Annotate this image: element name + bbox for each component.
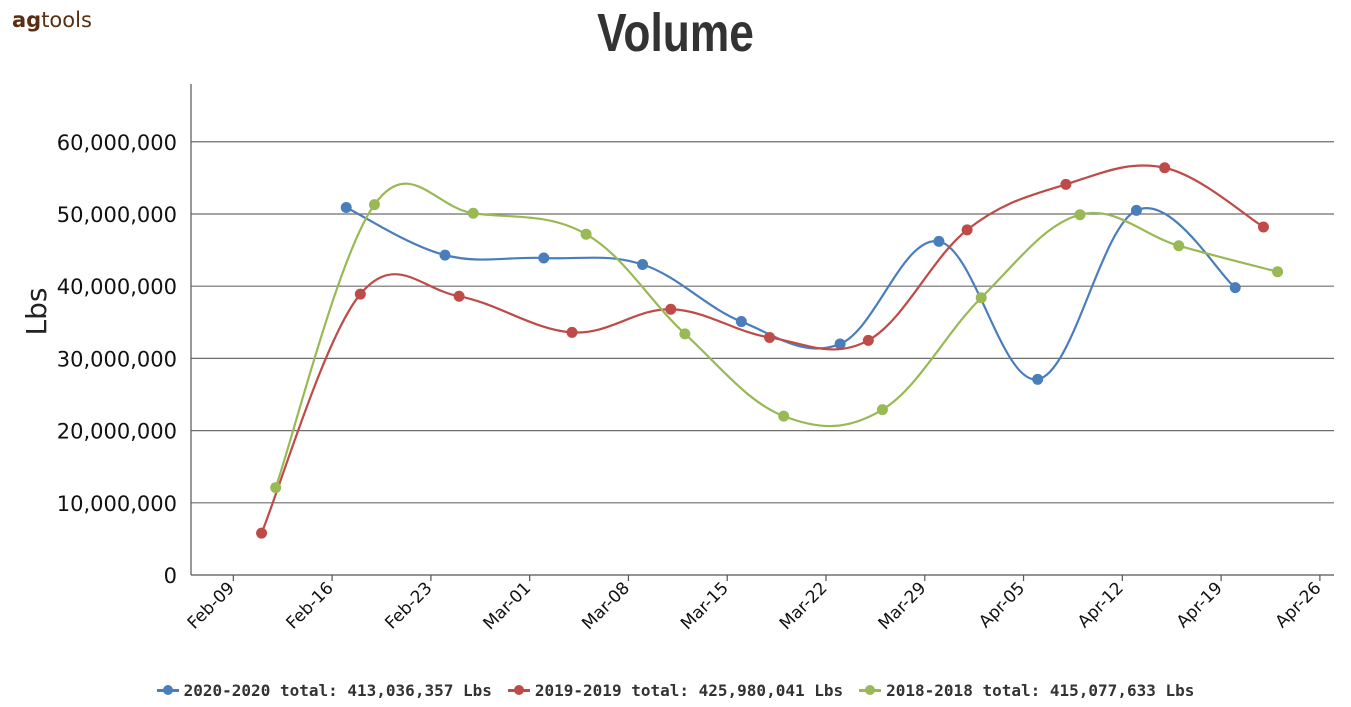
- x-tick-label: Feb-23: [381, 578, 436, 633]
- data-point: [256, 527, 268, 539]
- y-tick-label: 20,000,000: [57, 420, 177, 444]
- series-line-0: [345, 206, 1236, 381]
- legend-item[interactable]: 2018-2018 total: 415,077,633 Lbs: [859, 681, 1194, 700]
- legend-label: 2020-2020 total: 413,036,357 Lbs: [183, 680, 492, 700]
- data-point: [1074, 209, 1086, 221]
- x-tick-label: Apr-19: [1173, 578, 1227, 632]
- data-point: [1173, 240, 1185, 252]
- data-point: [439, 249, 451, 261]
- y-tick-label: 30,000,000: [57, 347, 177, 371]
- x-tick-label: Mar-01: [480, 578, 536, 634]
- data-point: [1257, 221, 1269, 233]
- legend-label: 2019-2019 total: 425,980,041 Lbs: [534, 680, 844, 700]
- data-point: [778, 410, 790, 422]
- data-point: [1272, 266, 1284, 278]
- data-point: [1130, 204, 1142, 216]
- y-tick-label: 0: [164, 564, 177, 588]
- x-tick-label: Mar-29: [875, 578, 931, 634]
- y-tick-label: 50,000,000: [57, 203, 177, 227]
- data-point: [735, 316, 747, 328]
- legend-item[interactable]: 2020-2020 total: 413,036,357 Lbs: [156, 680, 492, 700]
- x-tick-label: Apr-26: [1272, 578, 1326, 632]
- data-point: [270, 482, 282, 494]
- y-axis-title: Lbs: [20, 288, 53, 336]
- x-tick-label: Mar-08: [578, 578, 634, 634]
- x-tick-label: Mar-15: [677, 578, 733, 634]
- data-point: [340, 201, 352, 213]
- legend-label: 2018-2018 total: 415,077,633 Lbs: [886, 680, 1195, 700]
- data-point: [876, 404, 888, 416]
- data-point: [453, 290, 465, 302]
- x-tick-label: Apr-12: [1074, 578, 1128, 632]
- data-point: [933, 235, 945, 247]
- chart-title: Volume: [597, 3, 754, 63]
- logo-text-tools: tools: [41, 8, 92, 32]
- legend-swatch: [156, 685, 179, 695]
- x-tick-label: Feb-09: [184, 578, 239, 633]
- x-tick-label: Apr-05: [975, 578, 1029, 632]
- legend-swatch: [507, 685, 530, 695]
- legend-swatch: [859, 685, 882, 695]
- data-point: [764, 331, 776, 343]
- data-point: [1159, 162, 1171, 174]
- series-line-2: [274, 182, 1278, 488]
- data-point: [1032, 373, 1044, 385]
- chart-legend: 2020-2020 total: 413,036,357 Lbs 2019-201…: [0, 680, 1351, 700]
- data-point: [368, 199, 380, 211]
- y-tick-label: 40,000,000: [57, 275, 177, 299]
- data-point: [1060, 178, 1072, 190]
- data-point: [580, 228, 592, 240]
- data-point: [538, 252, 550, 264]
- agtools-logo: agtools: [12, 8, 92, 32]
- data-point: [637, 259, 649, 271]
- data-point: [862, 334, 874, 346]
- data-point: [961, 224, 973, 236]
- series-line-1: [260, 164, 1265, 534]
- logo-text-ag: ag: [12, 8, 42, 32]
- data-point: [354, 288, 366, 300]
- data-point: [834, 338, 846, 350]
- legend-item[interactable]: 2019-2019 total: 425,980,041 Lbs: [507, 680, 844, 700]
- data-point: [566, 326, 578, 338]
- data-point: [975, 292, 987, 304]
- y-tick-label: 10,000,000: [57, 492, 177, 516]
- y-tick-label: 60,000,000: [57, 131, 177, 155]
- data-point: [467, 207, 479, 219]
- x-tick-label: Mar-22: [776, 578, 832, 634]
- data-point: [679, 328, 691, 340]
- data-point: [665, 303, 677, 315]
- data-point: [1229, 282, 1241, 294]
- x-tick-label: Feb-16: [283, 578, 338, 633]
